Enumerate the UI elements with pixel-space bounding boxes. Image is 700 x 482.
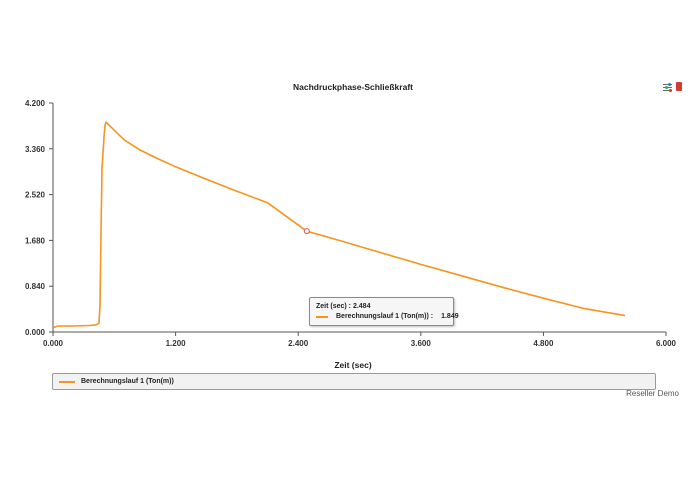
chart-title: Nachdruckphase-Schließkraft (293, 82, 413, 92)
x-tick-label: 3.600 (411, 339, 432, 348)
y-tick-label: 2.520 (25, 191, 46, 200)
tooltip-x-value: Zeit (sec) : 2.484 (316, 303, 371, 310)
series-layer (52, 121, 626, 329)
y-axis: 0.000 0.840 1.680 2.520 3.360 4.200 (25, 99, 54, 337)
tooltip-series-label: Berechnungslauf 1 (Ton(m)) : (336, 313, 434, 320)
y-tick-label: 0.840 (25, 282, 46, 291)
x-tick-label: 6.000 (656, 339, 677, 348)
x-axis: 0.000 1.200 2.400 3.600 4.800 6.000 (43, 331, 677, 348)
x-tick-label: 2.400 (288, 339, 309, 348)
series-line (52, 121, 626, 329)
tooltip-series-row: Berechnungslauf 1 (Ton(m)) : 1.849 (316, 313, 459, 320)
data-tooltip: Zeit (sec) : 2.484 Berechnungslauf 1 (To… (309, 297, 459, 326)
export-icon[interactable] (676, 82, 682, 91)
x-axis-title: Zeit (sec) (334, 360, 371, 370)
hover-point-marker (303, 228, 310, 235)
legend: Berechnungslauf 1 (Ton(m)) (52, 373, 656, 390)
legend-series-label[interactable]: Berechnungslauf 1 (Ton(m)) (81, 378, 174, 385)
watermark-text: Reseller Demo (626, 389, 679, 398)
legend-series-swatch[interactable] (59, 381, 75, 383)
settings-sliders-icon[interactable] (663, 83, 674, 93)
tooltip-series-swatch (316, 315, 328, 318)
x-tick-label: 1.200 (166, 339, 187, 348)
x-tick-label: 0.000 (43, 339, 64, 348)
y-tick-label: 1.680 (25, 236, 46, 245)
x-tick-label: 4.800 (533, 339, 554, 348)
y-tick-label: 0.000 (25, 328, 46, 337)
y-tick-label: 4.200 (25, 99, 46, 108)
y-tick-label: 3.360 (25, 145, 46, 154)
tooltip-y-value: 1.849 (441, 313, 459, 320)
